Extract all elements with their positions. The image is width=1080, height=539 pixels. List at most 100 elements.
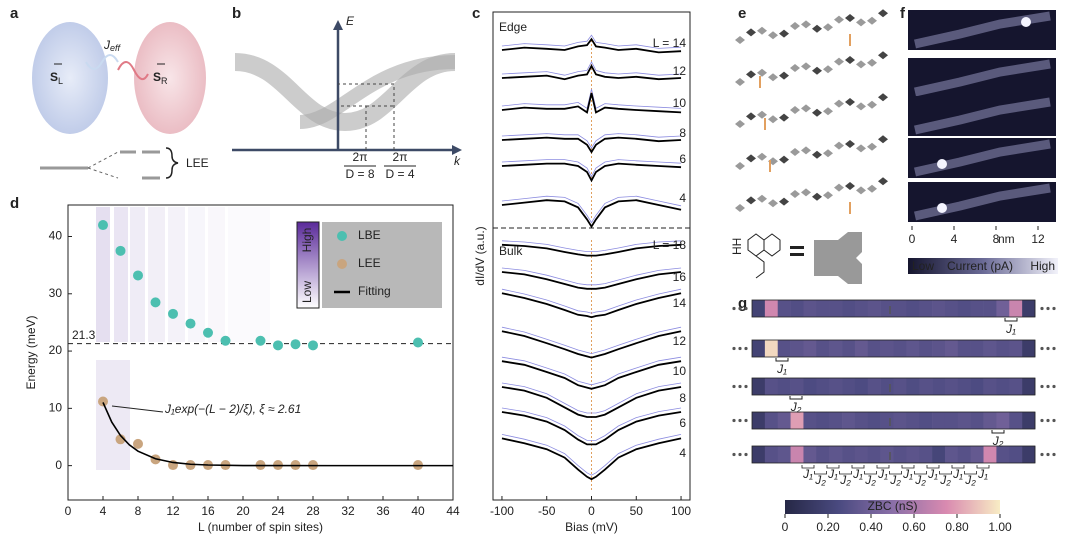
x-tick-label: 8	[135, 504, 142, 518]
series-label: L = 14	[653, 36, 687, 50]
x-tick-label: 24	[271, 504, 285, 518]
series-label: 10	[673, 96, 687, 110]
stm-spot	[937, 203, 947, 213]
ellipsis-dot	[738, 384, 742, 389]
ellipsis-dot	[1046, 418, 1050, 423]
tick-label: D = 4	[385, 167, 414, 181]
bond-bracket	[801, 465, 815, 469]
chain-unit	[845, 98, 855, 106]
heat-cell	[764, 300, 779, 317]
bond-label: J₂	[839, 473, 851, 487]
series-label: 6	[679, 152, 686, 166]
chain-unit	[779, 155, 789, 164]
heat-cell	[854, 340, 869, 357]
bond-label: J₁	[1005, 322, 1016, 336]
heat-cell	[932, 340, 946, 357]
ellipsis-dot	[1052, 418, 1056, 423]
heat-cell	[752, 378, 766, 395]
stm-spot	[1021, 17, 1031, 27]
band	[299, 55, 456, 129]
chain-unit	[856, 60, 866, 69]
heat-cell	[790, 412, 804, 429]
ellipsis-dot	[1052, 306, 1056, 311]
colorbar-low: Low	[912, 259, 934, 273]
series-label: 16	[673, 270, 687, 284]
ellipsis-dot	[732, 306, 736, 311]
unit-label: nm	[998, 232, 1015, 246]
panel-label: a	[10, 5, 19, 22]
heat-cell	[777, 340, 791, 357]
heat-cell	[764, 446, 779, 463]
chain-unit	[812, 108, 822, 117]
heat-cell	[957, 340, 971, 357]
heat-cell	[1022, 446, 1036, 463]
heat-cell	[996, 300, 1010, 317]
ellipsis-dot	[738, 346, 742, 351]
ellipsis-dot	[1046, 306, 1050, 311]
chain-unit	[834, 141, 844, 150]
chain-unit	[768, 115, 778, 124]
panel-label: g	[738, 295, 747, 312]
tick-label: 2π	[393, 150, 408, 164]
colorbar-label: ZBC (nS)	[867, 499, 917, 513]
heat-scale-low: Low	[300, 281, 314, 303]
heat-cell	[1009, 340, 1023, 357]
spectrum	[501, 326, 682, 355]
molecule	[747, 233, 781, 279]
heat-cell	[906, 446, 920, 463]
x-axis-label: L (number of spin sites)	[198, 520, 323, 534]
spectrum	[501, 407, 682, 441]
x-tick-label: 12	[166, 504, 180, 518]
ellipsis-dot	[744, 346, 748, 351]
heat-cell	[777, 446, 791, 463]
y-tick-label: 20	[49, 343, 63, 357]
bond-label: J₂	[964, 473, 976, 487]
x-tick-label: 0	[65, 504, 72, 518]
chain-unit	[801, 20, 811, 29]
series-label: 4	[679, 446, 686, 460]
ellipsis-dot	[1040, 384, 1044, 389]
coupling-sub: eff	[110, 43, 122, 53]
heat-cell	[893, 378, 907, 395]
y-tick-label: 30	[49, 286, 63, 300]
heat-cell	[790, 340, 804, 357]
heat-cell	[1009, 412, 1023, 429]
heat-cell	[1022, 300, 1036, 317]
atom-label: HH	[730, 238, 744, 255]
heat-cell	[829, 300, 843, 317]
molecule-shape	[814, 232, 862, 284]
x-tick-label: 4	[100, 504, 107, 518]
heat-cell	[906, 378, 920, 395]
heat-cell	[970, 446, 984, 463]
chain-unit	[867, 184, 877, 193]
heat-cell	[752, 340, 766, 357]
chain-unit	[834, 57, 844, 66]
x-tick-label: 12	[1031, 232, 1045, 246]
spin-sub: R	[161, 76, 168, 86]
bond-bracket	[914, 471, 927, 475]
band	[234, 53, 456, 132]
spectrum	[501, 243, 682, 257]
y-axis-label: dI/dV (a.u.)	[473, 226, 487, 285]
heat-cell	[957, 300, 971, 317]
spectrum	[501, 267, 682, 286]
bond-label: J₂	[992, 434, 1004, 448]
chain-unit	[823, 149, 833, 158]
point	[220, 335, 231, 346]
equals	[790, 253, 804, 256]
heat-cell	[893, 340, 907, 357]
point	[168, 308, 178, 319]
bond-bracket	[951, 465, 965, 469]
heat-cell	[996, 340, 1010, 357]
chain-unit	[856, 18, 866, 27]
level-link	[87, 151, 119, 179]
x-tick-label: 16	[201, 504, 215, 518]
heat-cell	[842, 412, 856, 429]
chain-unit	[746, 196, 756, 205]
ellipsis-dot	[1040, 306, 1044, 311]
heat-cell	[880, 340, 894, 357]
row-frame	[751, 299, 1036, 318]
heat-cell	[842, 340, 856, 357]
spectrum	[501, 386, 682, 418]
